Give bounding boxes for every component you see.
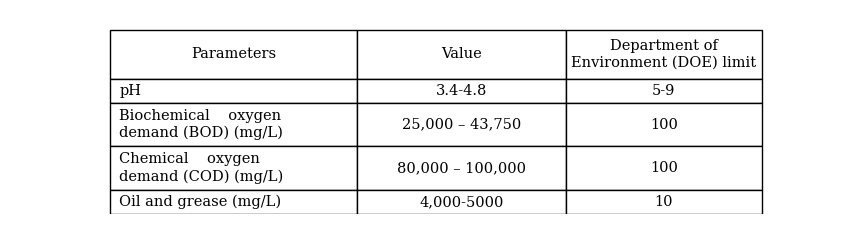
Bar <box>357 146 566 190</box>
Text: Parameters: Parameters <box>191 47 276 61</box>
Bar <box>357 103 566 146</box>
Text: Department of
Environment (DOE) limit: Department of Environment (DOE) limit <box>571 39 756 70</box>
Bar <box>110 190 357 214</box>
Bar <box>566 103 762 146</box>
Text: Oil and grease (mg/L): Oil and grease (mg/L) <box>119 194 281 209</box>
Text: Value: Value <box>441 47 482 61</box>
Text: 100: 100 <box>650 161 677 175</box>
Bar <box>110 30 357 79</box>
Bar <box>566 146 762 190</box>
Bar <box>566 30 762 79</box>
Text: Chemical    oxygen
demand (COD) (mg/L): Chemical oxygen demand (COD) (mg/L) <box>119 152 284 184</box>
Bar <box>357 79 566 103</box>
Bar <box>566 190 762 214</box>
Text: pH: pH <box>119 84 141 98</box>
Text: 10: 10 <box>654 195 673 209</box>
Text: 3.4-4.8: 3.4-4.8 <box>436 84 487 98</box>
Text: 5-9: 5-9 <box>652 84 676 98</box>
Text: Biochemical    oxygen
demand (BOD) (mg/L): Biochemical oxygen demand (BOD) (mg/L) <box>119 109 283 141</box>
Bar <box>110 103 357 146</box>
Bar <box>566 79 762 103</box>
Bar <box>110 146 357 190</box>
Text: 25,000 – 43,750: 25,000 – 43,750 <box>402 118 521 132</box>
Text: 80,000 – 100,000: 80,000 – 100,000 <box>397 161 526 175</box>
Bar <box>110 79 357 103</box>
Text: 4,000-5000: 4,000-5000 <box>420 195 504 209</box>
Text: 100: 100 <box>650 118 677 132</box>
Bar <box>357 190 566 214</box>
Bar <box>357 30 566 79</box>
